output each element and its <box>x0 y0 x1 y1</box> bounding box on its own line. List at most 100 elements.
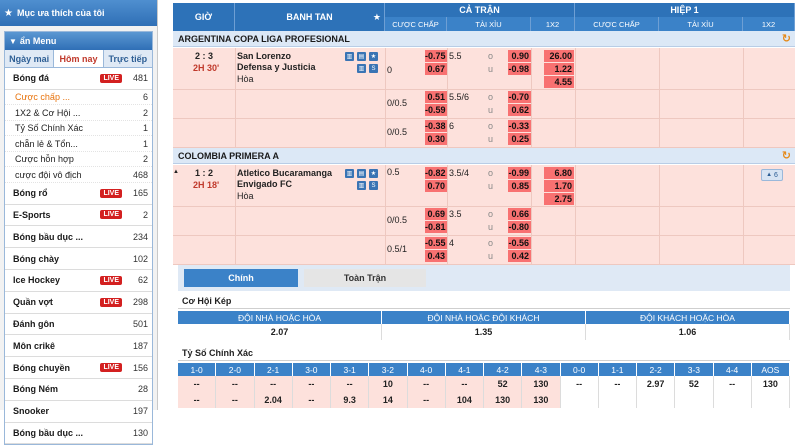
odds-value[interactable]: 0.66 <box>508 208 531 220</box>
correct-score-odds[interactable]: -- <box>407 392 446 408</box>
sport-item[interactable]: Bóng chày 102 <box>5 248 152 270</box>
tab-tomorrow[interactable]: Ngày mai <box>9 53 50 64</box>
sidebar-subitem[interactable]: Tỷ Số Chính Xác 1 <box>5 120 152 137</box>
correct-score-odds[interactable]: 14 <box>369 392 408 408</box>
odds-value[interactable]: -0.81 <box>425 221 447 233</box>
sport-item[interactable]: Bóng bầu dục ... 130 <box>5 422 152 445</box>
correct-score-odds[interactable] <box>675 392 714 408</box>
odds-value[interactable]: 1.22 <box>544 63 574 75</box>
correct-score-odds[interactable]: 2.04 <box>254 392 293 408</box>
odds-value[interactable]: 0.51 <box>425 91 447 103</box>
tab-live[interactable]: Trực tiếp <box>108 53 148 64</box>
correct-score-odds[interactable] <box>713 392 752 408</box>
sport-football[interactable]: Bóng đá LIVE 481 <box>5 68 152 90</box>
correct-score-odds[interactable]: -- <box>331 376 370 392</box>
odds-value[interactable]: -0.56 <box>508 237 531 249</box>
correct-score-odds[interactable]: -- <box>292 392 331 408</box>
odds-value[interactable]: 0.90 <box>508 50 531 62</box>
sport-item[interactable]: Đánh gôn 501 <box>5 313 152 336</box>
odds-value[interactable]: 26.00 <box>544 50 574 62</box>
correct-score-odds[interactable]: 52 <box>675 376 714 392</box>
odds-value[interactable]: 0.62 <box>508 104 531 116</box>
odds-value[interactable]: 2.75 <box>544 193 574 205</box>
correct-score-odds[interactable]: 130 <box>751 376 790 392</box>
odds-value[interactable]: 0.42 <box>508 250 531 262</box>
odds-value[interactable]: 6.80 <box>544 167 574 179</box>
bet-icon[interactable]: S <box>369 181 378 190</box>
star-icon[interactable]: ★ <box>369 169 378 178</box>
more-bets-button[interactable]: ▲ 6 <box>761 169 783 181</box>
correct-score-odds[interactable] <box>751 392 790 408</box>
star-icon[interactable]: ★ <box>372 11 381 22</box>
tv-icon[interactable]: ▤ <box>357 169 366 178</box>
sidebar-subitem[interactable]: 1X2 & Cơ Hội ... 2 <box>5 105 152 121</box>
odds-value[interactable]: 0.30 <box>425 133 447 145</box>
double-chance-odds[interactable]: 2.07 <box>178 324 382 340</box>
correct-score-odds[interactable]: 130 <box>484 392 523 408</box>
league-header[interactable]: COLOMBIA PRIMERA A ↻ <box>173 148 795 164</box>
correct-score-odds[interactable]: 52 <box>484 376 523 392</box>
odds-value[interactable]: 0.85 <box>508 180 531 192</box>
odds-value[interactable]: 1.70 <box>544 180 574 192</box>
odds-value[interactable]: 4.55 <box>544 76 574 88</box>
odds-value[interactable]: -0.55 <box>425 237 447 249</box>
sidebar-subitem[interactable]: cược đội vô địch 468 <box>5 167 152 183</box>
odds-value[interactable]: -0.33 <box>508 120 531 132</box>
tab-full-match[interactable]: Toàn Trận <box>304 269 426 287</box>
correct-score-odds[interactable]: 130 <box>522 392 561 408</box>
odds-value[interactable]: 0.70 <box>425 180 447 192</box>
stats-icon[interactable]: ▥ <box>345 169 354 178</box>
league-header[interactable]: ARGENTINA COPA LIGA PROFESIONAL ↻ <box>173 31 795 47</box>
sport-item[interactable]: Bóng rổ LIVE 165 <box>5 182 152 205</box>
correct-score-odds[interactable]: -- <box>713 376 752 392</box>
sport-item[interactable]: Bóng chuyền LIVE 156 <box>5 357 152 379</box>
sport-item[interactable]: Ice Hockey LIVE 62 <box>5 269 152 292</box>
sidebar-subitem[interactable]: Cược hỗn hợp 2 <box>5 151 152 168</box>
correct-score-odds[interactable]: -- <box>560 376 599 392</box>
favorites-header[interactable]: ★ Mục ưa thích của tôi <box>0 0 157 26</box>
double-chance-odds[interactable]: 1.06 <box>586 324 790 340</box>
correct-score-odds[interactable]: -- <box>178 392 217 408</box>
star-icon[interactable]: ★ <box>369 52 378 61</box>
correct-score-odds[interactable] <box>560 392 599 408</box>
odds-value[interactable]: 0.25 <box>508 133 531 145</box>
correct-score-odds[interactable] <box>598 392 637 408</box>
bet-icon[interactable]: S <box>369 64 378 73</box>
odds-value[interactable]: -0.75 <box>425 50 447 62</box>
correct-score-odds[interactable]: -- <box>216 376 255 392</box>
odds-value[interactable]: -0.98 <box>508 63 531 75</box>
sidebar-subitem[interactable]: chẵn lẻ & Tổn... 1 <box>5 136 152 152</box>
sport-item[interactable]: Quần vợt LIVE 298 <box>5 291 152 314</box>
stats-icon[interactable]: ▥ <box>357 181 366 190</box>
odds-value[interactable]: 0.67 <box>425 63 447 75</box>
correct-score-odds[interactable]: -- <box>445 376 484 392</box>
correct-score-odds[interactable]: 104 <box>445 392 484 408</box>
sidebar-subitem[interactable]: Cược chấp ... 6 <box>5 89 152 106</box>
odds-value[interactable]: -0.38 <box>425 120 447 132</box>
tv-icon[interactable]: ▤ <box>357 52 366 61</box>
tab-today[interactable]: Hôm nay <box>53 50 104 67</box>
double-chance-odds[interactable]: 1.35 <box>382 324 586 340</box>
stats-icon[interactable]: ▥ <box>345 52 354 61</box>
correct-score-odds[interactable]: 130 <box>522 376 561 392</box>
correct-score-odds[interactable] <box>637 392 676 408</box>
correct-score-odds[interactable]: 10 <box>369 376 408 392</box>
correct-score-odds[interactable]: -- <box>407 376 446 392</box>
correct-score-odds[interactable]: 2.97 <box>637 376 676 392</box>
odds-value[interactable]: 0.69 <box>425 208 447 220</box>
correct-score-odds[interactable]: -- <box>216 392 255 408</box>
sport-item[interactable]: Snooker 197 <box>5 400 152 423</box>
odds-value[interactable]: -0.99 <box>508 167 531 179</box>
correct-score-odds[interactable]: -- <box>598 376 637 392</box>
correct-score-odds[interactable]: -- <box>254 376 293 392</box>
sport-item[interactable]: Môn crikê 187 <box>5 335 152 358</box>
odds-value[interactable]: -0.80 <box>508 221 531 233</box>
odds-value[interactable]: 0.43 <box>425 250 447 262</box>
sport-item[interactable]: Bóng bầu dục ... 234 <box>5 226 152 249</box>
refresh-icon[interactable]: ↻ <box>781 150 791 162</box>
hide-menu-header[interactable]: ▼ ẩn Menu <box>5 32 152 50</box>
correct-score-odds[interactable]: 9.3 <box>331 392 370 408</box>
stats-icon[interactable]: ▥ <box>357 64 366 73</box>
odds-value[interactable]: -0.59 <box>425 104 447 116</box>
correct-score-odds[interactable]: -- <box>178 376 217 392</box>
